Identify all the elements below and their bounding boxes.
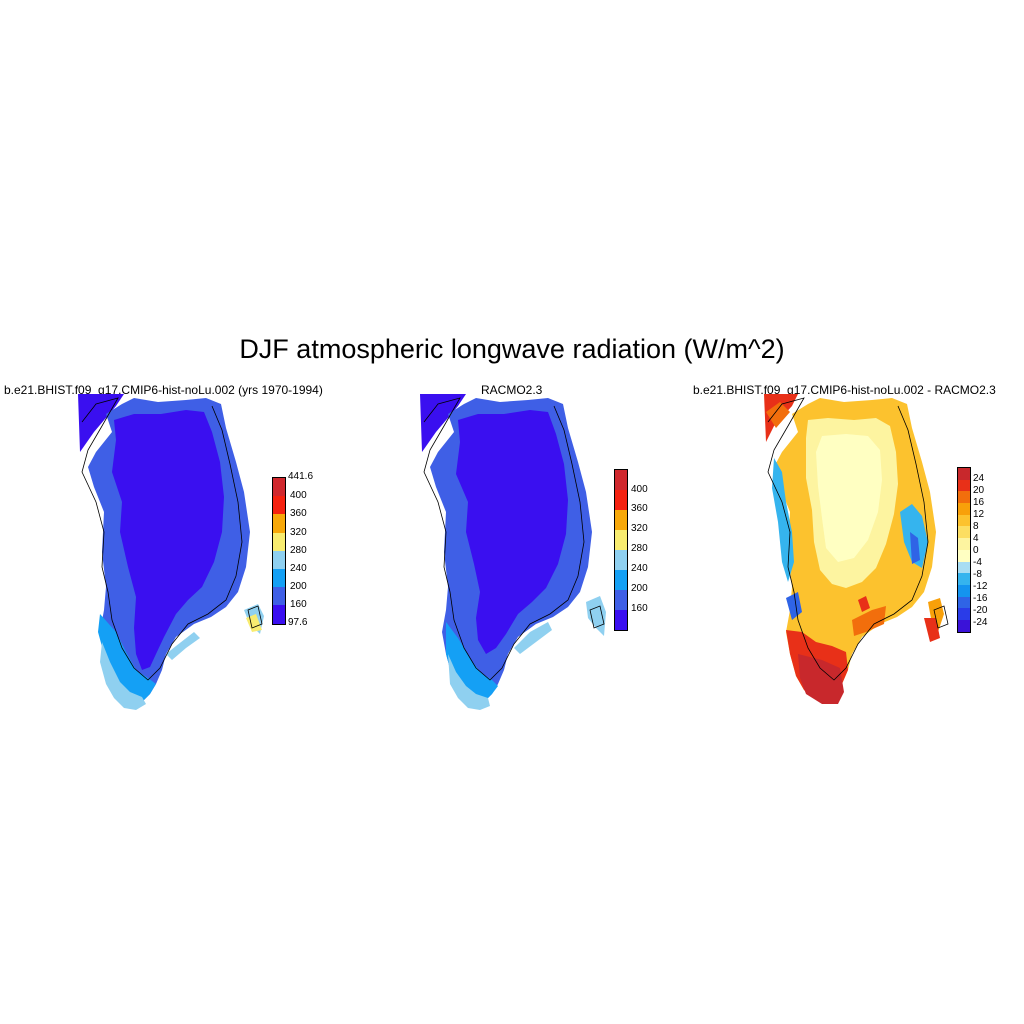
figure-title: DJF atmospheric longwave radiation (W/m^… — [239, 334, 785, 364]
colorbar-swatch — [273, 478, 285, 497]
panel-3-title: b.e21.BHIST.f09_g17.CMIP6-hist-noLu.002 … — [693, 383, 996, 397]
colorbar-label: 8 — [973, 521, 979, 532]
colorbar-label: -16 — [973, 593, 988, 604]
colorbar-swatch — [273, 496, 285, 515]
colorbar-swatch — [615, 530, 627, 550]
colorbar-label: -20 — [973, 605, 988, 616]
ice-sheet-fill — [78, 394, 264, 710]
colorbar-swatch — [273, 532, 285, 551]
colorbar-swatch — [958, 596, 970, 609]
panel-3-map — [764, 394, 949, 704]
colorbar-label: 400 — [290, 490, 307, 501]
panel-2-map — [420, 394, 606, 710]
colorbar-swatches — [272, 477, 286, 625]
colorbar-label: 0 — [973, 545, 979, 556]
colorbar-swatch — [958, 608, 970, 620]
colorbar-label: -4 — [973, 557, 982, 568]
coastline — [423, 397, 605, 681]
colorbar-swatch — [273, 514, 285, 533]
panel-2-title: RACMO2.3 — [481, 383, 543, 397]
difference-fill — [764, 394, 944, 704]
colorbar-label: 320 — [631, 523, 648, 534]
colorbar-label: 12 — [973, 509, 985, 520]
colorbar-swatch — [615, 510, 627, 530]
colorbar-swatch — [615, 490, 627, 510]
colorbar-swatch — [958, 573, 970, 585]
colorbar-label: 160 — [631, 603, 648, 614]
colorbar-label: 24 — [973, 473, 985, 484]
colorbar-label: 200 — [631, 583, 648, 594]
colorbar-label: 160 — [290, 599, 307, 610]
colorbar-swatch — [958, 619, 970, 632]
colorbar-swatch — [958, 526, 970, 539]
colorbar-swatch — [958, 549, 970, 562]
colorbar-swatch — [273, 587, 285, 606]
colorbar-swatch — [958, 538, 970, 550]
colorbar-swatches — [957, 467, 971, 633]
colorbar-swatch — [958, 514, 970, 527]
colorbar-swatch — [958, 503, 970, 515]
colorbar-label: 97.6 — [288, 617, 308, 628]
colorbar-swatch — [615, 570, 627, 590]
colorbar-swatch — [958, 479, 970, 492]
colorbar-label: 360 — [631, 503, 648, 514]
colorbar-label: 240 — [631, 563, 648, 574]
colorbar-label: 280 — [290, 545, 307, 556]
colorbar-label: -8 — [973, 569, 982, 580]
colorbar-label: 4 — [973, 533, 979, 544]
coastline — [767, 397, 949, 681]
panel-1-map — [78, 394, 264, 710]
colorbar-swatch — [273, 568, 285, 588]
colorbar-label: 20 — [973, 485, 985, 496]
colorbar-label: -24 — [973, 617, 988, 628]
colorbar-label: 200 — [290, 581, 307, 592]
colorbar-label: 280 — [631, 543, 648, 554]
coastline — [81, 397, 263, 681]
colorbar-label: 16 — [973, 497, 985, 508]
colorbar-swatch — [958, 561, 970, 574]
colorbar-swatch — [958, 584, 970, 597]
panel-1-title: b.e21.BHIST.f09_g17.CMIP6-hist-noLu.002 … — [4, 383, 323, 397]
colorbar-swatch — [615, 550, 627, 570]
colorbar-swatch — [273, 605, 285, 624]
colorbar-swatch — [615, 470, 627, 490]
ice-sheet-fill — [420, 394, 606, 710]
colorbar-label: 240 — [290, 563, 307, 574]
colorbar-swatch — [615, 610, 627, 630]
colorbar-swatch — [615, 590, 627, 610]
colorbar-label: 320 — [290, 527, 307, 538]
colorbar-swatch — [958, 491, 970, 504]
colorbar-swatch — [958, 468, 970, 480]
colorbar-swatches — [614, 469, 628, 631]
colorbar-label: 400 — [631, 484, 648, 495]
colorbar-label: 360 — [290, 508, 307, 519]
colorbar-label: 441.6 — [288, 471, 314, 482]
colorbar-label: -12 — [973, 581, 988, 592]
colorbar-swatch — [273, 550, 285, 569]
